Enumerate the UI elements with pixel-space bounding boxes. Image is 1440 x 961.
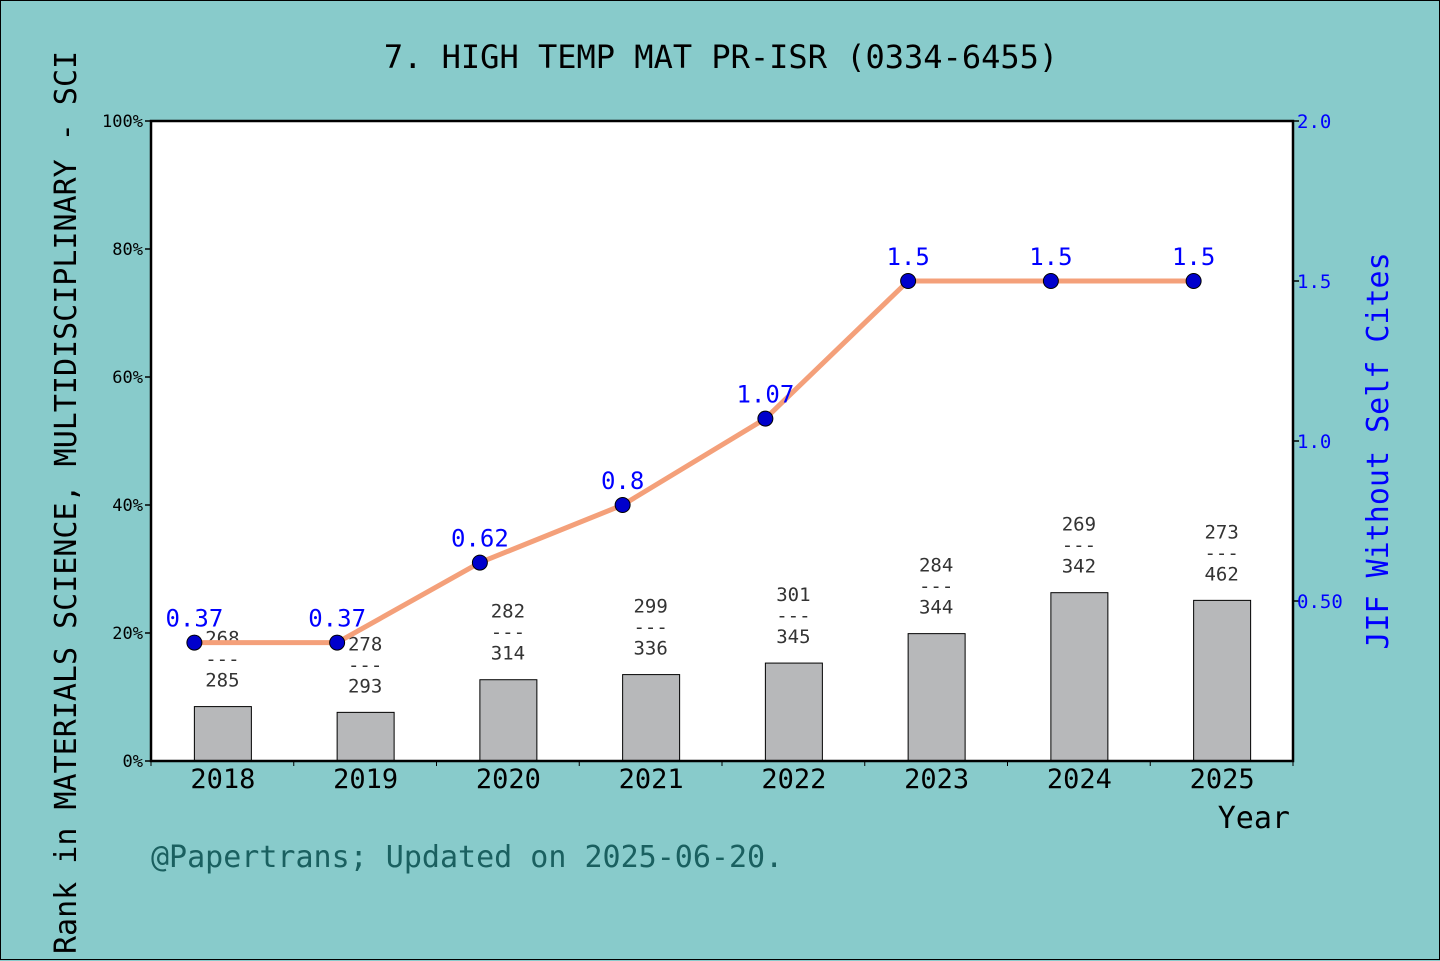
rank-separator-2024: --- bbox=[1062, 535, 1096, 557]
rank-separator-2019: --- bbox=[348, 654, 382, 676]
x-tick-label-2025: 2025 bbox=[1190, 764, 1255, 795]
jif-marker-2024 bbox=[1042, 273, 1059, 289]
x-axis-label: Year bbox=[1218, 801, 1290, 836]
jif-value-label-2023: 1.5 bbox=[886, 243, 929, 271]
x-tick-label-2020: 2020 bbox=[476, 764, 541, 795]
jif-marker-2020 bbox=[471, 554, 488, 571]
rank-separator-2022: --- bbox=[776, 605, 810, 627]
right-tick-label-1: 1.0 bbox=[1297, 431, 1331, 453]
jif-value-label-2024: 1.5 bbox=[1029, 243, 1072, 271]
bar-2022 bbox=[764, 662, 823, 762]
right-tick-label-0: 0.50 bbox=[1297, 591, 1343, 613]
rank-label-2025: 273 bbox=[1204, 521, 1238, 543]
jif-value-label-2018: 0.37 bbox=[165, 605, 223, 633]
rank-separator-2021: --- bbox=[633, 617, 667, 639]
left-axis-label: Rank in MATERIALS SCIENCE, MULTIDISCIPLI… bbox=[49, 51, 84, 954]
jif-marker-2018 bbox=[186, 634, 203, 651]
footer-note: @Papertrans; Updated on 2025-06-20. bbox=[151, 840, 783, 875]
right-tick-label-3: 2.0 bbox=[1297, 111, 1331, 133]
bar-2018 bbox=[193, 706, 252, 762]
left-tick-label-4: 80% bbox=[112, 240, 143, 260]
rank-total-2018: 285 bbox=[205, 670, 239, 692]
jif-marker-2023 bbox=[900, 273, 917, 289]
rank-label-2024: 269 bbox=[1062, 514, 1096, 536]
jif-value-label-2022: 1.07 bbox=[736, 381, 794, 409]
x-tick-label-2024: 2024 bbox=[1047, 764, 1112, 795]
jif-marker-2025 bbox=[1185, 273, 1202, 289]
bar-2019 bbox=[336, 711, 395, 762]
jif-value-label-2019: 0.37 bbox=[308, 605, 366, 633]
left-tick-label-5: 100% bbox=[102, 112, 143, 132]
right-axis-label: JIF Without Self Cites bbox=[1361, 252, 1396, 649]
rank-total-2020: 314 bbox=[491, 643, 525, 665]
rank-separator-2025: --- bbox=[1204, 542, 1238, 564]
left-tick-label-3: 60% bbox=[112, 368, 143, 388]
right-tick-label-2: 1.5 bbox=[1297, 271, 1331, 293]
jif-value-label-2020: 0.62 bbox=[451, 525, 509, 553]
x-tick-label-2021: 2021 bbox=[619, 764, 684, 795]
rank-total-2024: 342 bbox=[1062, 556, 1096, 578]
chart-title: 7. HIGH TEMP MAT PR-ISR (0334-6455) bbox=[384, 38, 1058, 76]
jif-value-label-2025: 1.5 bbox=[1172, 243, 1215, 271]
rank-separator-2023: --- bbox=[919, 576, 953, 598]
rank-total-2023: 344 bbox=[919, 597, 953, 619]
rank-label-2020: 282 bbox=[491, 601, 525, 623]
left-tick-label-2: 40% bbox=[112, 496, 143, 516]
plot-area bbox=[151, 121, 1293, 761]
left-tick-label-1: 20% bbox=[112, 624, 143, 644]
rank-separator-2020: --- bbox=[491, 622, 525, 644]
rank-label-2019: 278 bbox=[348, 633, 382, 655]
jif-marker-2022 bbox=[757, 410, 774, 427]
jif-marker-2021 bbox=[614, 497, 631, 513]
rank-label-2021: 299 bbox=[633, 596, 667, 618]
rank-total-2019: 293 bbox=[348, 675, 382, 697]
bar-2024 bbox=[1050, 592, 1109, 762]
left-tick-label-0: 0% bbox=[123, 752, 143, 772]
rank-total-2021: 336 bbox=[633, 638, 667, 660]
bar-2025 bbox=[1193, 599, 1252, 762]
jif-marker-2019 bbox=[329, 634, 346, 651]
x-tick-label-2018: 2018 bbox=[190, 764, 255, 795]
x-tick-label-2023: 2023 bbox=[904, 764, 969, 795]
rank-separator-2018: --- bbox=[205, 649, 239, 671]
jif-line bbox=[191, 278, 1197, 646]
rank-label-2022: 301 bbox=[776, 584, 810, 606]
bar-2021 bbox=[622, 674, 681, 762]
bar-2023 bbox=[907, 633, 966, 762]
rank-label-2023: 284 bbox=[919, 555, 953, 577]
x-tick-label-2019: 2019 bbox=[333, 764, 398, 795]
rank-total-2022: 345 bbox=[776, 626, 810, 648]
rank-total-2025: 462 bbox=[1204, 563, 1238, 585]
jif-value-label-2021: 0.8 bbox=[601, 467, 644, 495]
bar-2020 bbox=[479, 679, 538, 762]
x-tick-label-2022: 2022 bbox=[761, 764, 826, 795]
